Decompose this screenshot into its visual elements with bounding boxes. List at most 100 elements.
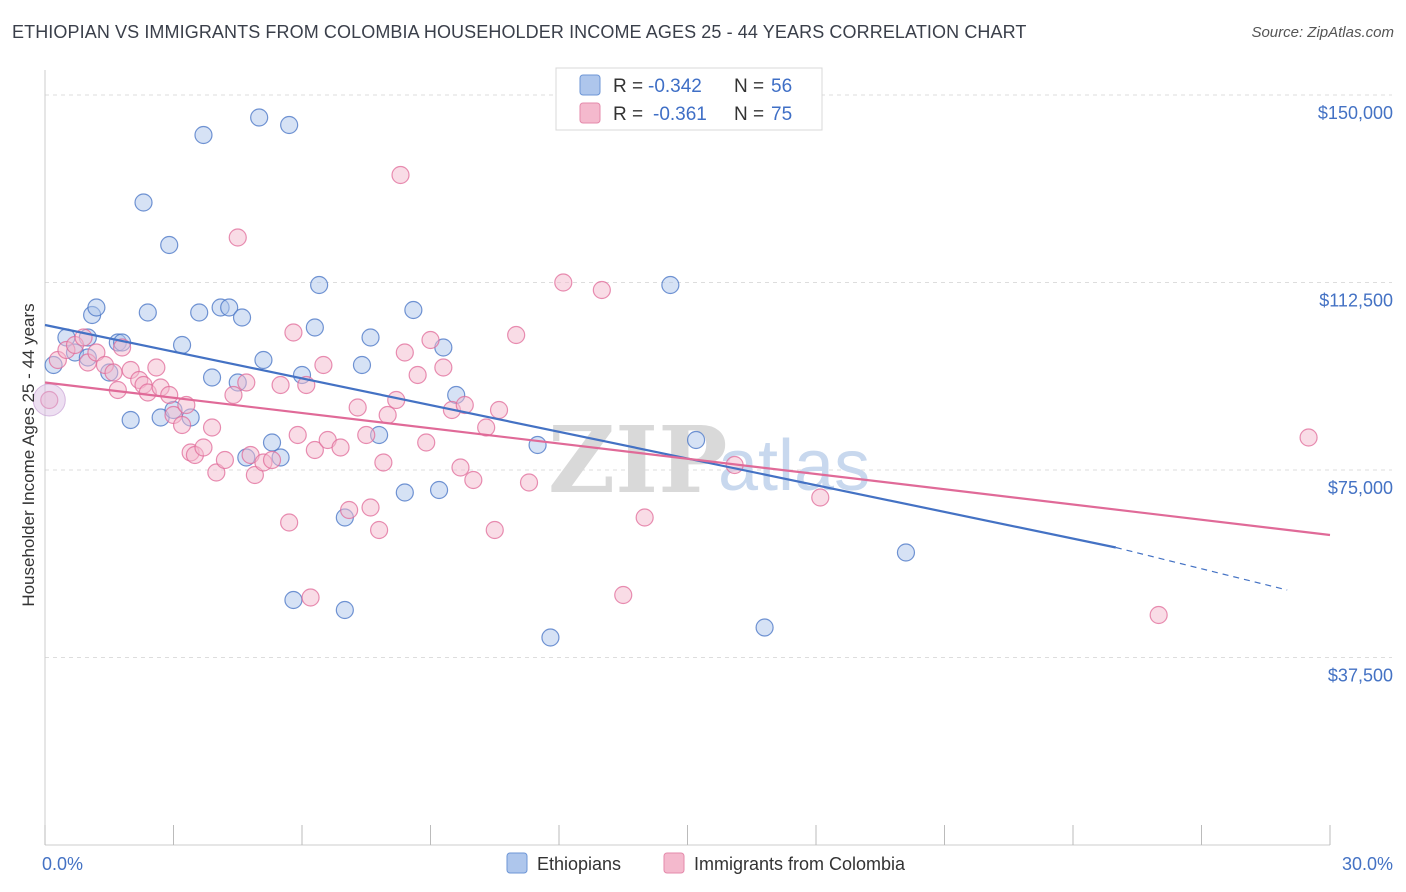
y-tick-labels: $150,000 $112,500 $75,000 $37,500 bbox=[1318, 103, 1393, 686]
legend-series-ethiopians: Ethiopians bbox=[537, 854, 621, 874]
ethiopians-point bbox=[280, 115, 299, 135]
ethiopians-point bbox=[121, 410, 140, 430]
colombia-point bbox=[104, 363, 123, 382]
colombia-point bbox=[378, 405, 397, 425]
colombia-point bbox=[489, 400, 509, 420]
colombia-point bbox=[477, 418, 496, 437]
colombia-point bbox=[331, 438, 350, 457]
legend-swatch-colombia bbox=[579, 102, 601, 124]
colombia-point bbox=[160, 385, 179, 405]
colombia-point bbox=[207, 463, 226, 482]
colombia-point bbox=[228, 228, 247, 247]
colombia-point bbox=[215, 450, 234, 470]
trend-lines bbox=[44, 323, 1331, 591]
ethiopians-trend-line bbox=[44, 323, 1117, 549]
colombia-point bbox=[464, 470, 483, 490]
legend-r-value: -0.342 bbox=[648, 76, 702, 97]
ethiopians-point bbox=[661, 275, 680, 295]
legend-swatch-ethiopians bbox=[579, 74, 601, 96]
ethiopians-point bbox=[310, 275, 329, 295]
colombia-point bbox=[417, 433, 436, 452]
colombia-point bbox=[40, 390, 59, 410]
colombia-point bbox=[340, 500, 359, 520]
colombia-point bbox=[451, 458, 470, 477]
colombia-point bbox=[280, 513, 299, 532]
ethiopians-point bbox=[528, 435, 547, 455]
colombia-point bbox=[172, 415, 192, 435]
legend-n-value: 75 bbox=[771, 104, 792, 125]
colombia-point bbox=[592, 280, 611, 300]
colombia-point bbox=[262, 450, 282, 470]
legend-n-label: N = bbox=[734, 76, 764, 97]
ethiopians-point bbox=[284, 590, 303, 610]
x-tick-label: 0.0% bbox=[42, 854, 83, 874]
axes bbox=[44, 70, 1331, 846]
colombia-point bbox=[301, 588, 320, 607]
colombia-point bbox=[112, 338, 132, 357]
ethiopians-point bbox=[429, 480, 449, 500]
ethiopians-point bbox=[138, 303, 157, 322]
colombia-point bbox=[408, 365, 427, 385]
x-tick-label: 30.0% bbox=[1342, 854, 1393, 874]
ethiopians-trend-extension bbox=[1115, 546, 1288, 591]
legend-r-label: R = bbox=[613, 104, 643, 125]
legend-r-value: -0.361 bbox=[653, 104, 707, 125]
ethiopians-point bbox=[395, 483, 414, 502]
ethiopians-point bbox=[172, 335, 192, 355]
colombia-point bbox=[245, 465, 264, 485]
legend-series-colombia: Immigrants from Colombia bbox=[694, 854, 906, 874]
legend-swatch-ethiopians bbox=[506, 852, 528, 874]
ethiopians-point bbox=[755, 618, 774, 637]
colombia-point bbox=[1149, 605, 1168, 625]
ethiopians-point bbox=[160, 235, 179, 255]
ethiopians-point bbox=[220, 298, 239, 317]
colombia-point bbox=[370, 520, 389, 540]
colombia-point bbox=[519, 473, 539, 492]
chart-source: Source: ZipAtlas.com bbox=[1251, 24, 1394, 41]
ethiopians-point bbox=[686, 430, 706, 450]
colombia-point bbox=[357, 425, 376, 445]
y-tick-label: $37,500 bbox=[1328, 666, 1393, 686]
y-axis-title: Householder Income Ages 25 - 44 years bbox=[19, 303, 38, 606]
ethiopians-point bbox=[202, 368, 222, 387]
colombia-point bbox=[361, 498, 380, 517]
ethiopians-point bbox=[254, 350, 273, 370]
colombia-point bbox=[455, 395, 474, 415]
ethiopians-point bbox=[335, 600, 354, 620]
colombia-point bbox=[224, 385, 243, 405]
ethiopians-point bbox=[896, 543, 916, 562]
ethiopians-point bbox=[250, 108, 269, 127]
ethiopians-point bbox=[404, 300, 423, 320]
y-tick-label: $112,500 bbox=[1319, 291, 1393, 311]
ethiopians-point bbox=[262, 433, 282, 452]
ethiopians-point bbox=[541, 628, 560, 647]
ethiopians-point bbox=[305, 318, 324, 337]
ethiopians-point bbox=[352, 355, 372, 375]
series-legend: Ethiopians Immigrants from Colombia bbox=[506, 852, 906, 874]
colombia-trend-line bbox=[44, 381, 1331, 537]
legend-r-label: R = bbox=[613, 76, 643, 97]
colombia-point bbox=[348, 398, 367, 417]
ethiopians-point bbox=[87, 298, 106, 317]
ethiopians-point bbox=[134, 193, 153, 212]
colombia-point bbox=[284, 323, 303, 342]
colombia-point bbox=[202, 418, 222, 437]
legend-n-value: 56 bbox=[771, 76, 792, 97]
colombia-point bbox=[554, 273, 573, 292]
colombia-point bbox=[305, 440, 324, 460]
y-tick-label: $75,000 bbox=[1328, 478, 1393, 498]
colombia-point bbox=[288, 425, 307, 445]
legend-swatch-colombia bbox=[663, 852, 685, 874]
ethiopians-point bbox=[194, 125, 213, 145]
colombia-point bbox=[87, 343, 106, 362]
colombia-point bbox=[194, 438, 213, 457]
colombia-point bbox=[485, 520, 504, 540]
correlation-legend: R = -0.342 N = 56 R = -0.361 N = 75 bbox=[555, 67, 823, 131]
colombia-point bbox=[434, 358, 453, 377]
colombia-point bbox=[314, 355, 333, 375]
colombia-point bbox=[507, 325, 526, 345]
x-tick-labels: 0.0% 30.0% bbox=[42, 854, 1393, 874]
ethiopians-point bbox=[361, 328, 380, 347]
colombia-point bbox=[395, 343, 414, 362]
